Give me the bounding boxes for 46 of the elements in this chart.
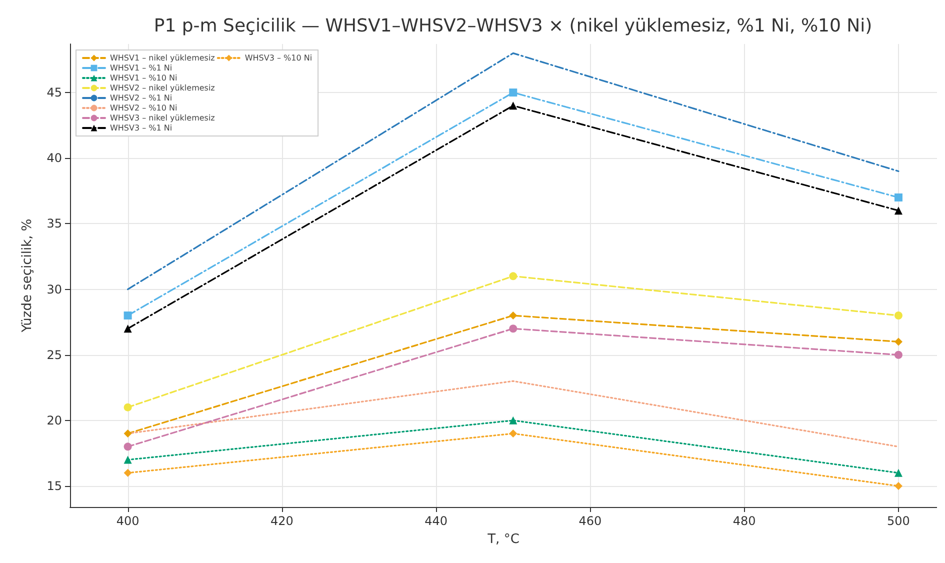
point	[509, 88, 518, 97]
point	[124, 430, 132, 438]
legend-label: WHSV3 – %10 Ni	[244, 54, 312, 62]
y-tick-label: 40	[46, 151, 62, 166]
point	[509, 324, 518, 333]
legend-label: WHSV1 – %10 Ni	[110, 74, 178, 82]
point	[509, 312, 518, 320]
legend-label: WHSV3 – nikel yüklemesiz	[110, 114, 215, 122]
point	[894, 338, 902, 346]
x-tick-label: 400	[116, 514, 140, 528]
point	[124, 442, 132, 451]
x-axis-title: T, °C	[486, 532, 520, 547]
x-tick-label: 440	[424, 514, 448, 528]
chart-title: P1 p-m Seçicilik — WHSV1–WHSV2–WHSV3 × (nikel yüklemesiz, %1 Ni, %10 Ni)	[154, 16, 872, 36]
x-tick-label: 420	[270, 514, 294, 528]
point	[894, 468, 902, 477]
legend-label: WHSV1 – %1 Ni	[110, 64, 172, 72]
y-tick-label: 35	[46, 216, 62, 231]
x-tick-label: 480	[732, 514, 756, 528]
point	[894, 206, 902, 215]
legend-label: WHSV1 – nikel yüklemesiz	[110, 54, 215, 62]
point	[509, 272, 518, 280]
point	[509, 430, 518, 438]
y-tick-label: 15	[46, 479, 62, 494]
point	[124, 403, 132, 412]
legend-label: WHSV2 – nikel yüklemesiz	[110, 84, 215, 92]
legend-label: WHSV2 – %1 Ni	[110, 94, 172, 102]
y-tick-label: 45	[46, 86, 62, 100]
point	[509, 102, 518, 110]
point	[894, 350, 902, 359]
point	[894, 312, 902, 320]
point	[124, 312, 132, 320]
x-tick-label: 500	[887, 514, 910, 528]
legend-label: WHSV3 – %1 Ni	[110, 124, 172, 132]
y-axis-title: Yüzde seçicilik, %	[20, 218, 35, 334]
y-tick-label: 30	[46, 282, 62, 296]
y-tick-label: 25	[46, 348, 62, 362]
legend-label: WHSV2 – %10 Ni	[110, 104, 178, 112]
point	[509, 416, 518, 424]
point	[124, 456, 132, 464]
x-tick-label: 460	[578, 514, 602, 528]
point	[124, 468, 132, 477]
point	[894, 193, 902, 202]
point	[894, 482, 902, 490]
y-tick-label: 20	[46, 413, 62, 428]
point	[124, 324, 132, 333]
